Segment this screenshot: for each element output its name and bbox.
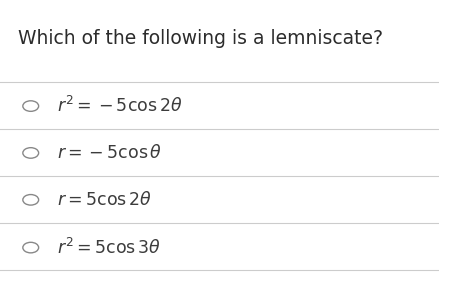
Text: $r^2 = -5\cos 2\theta$: $r^2 = -5\cos 2\theta$ (57, 96, 183, 116)
Text: $r^2 = 5\cos 3\theta$: $r^2 = 5\cos 3\theta$ (57, 238, 161, 258)
Text: $r = -5\cos \theta$: $r = -5\cos \theta$ (57, 144, 162, 162)
Text: Which of the following is a lemniscate?: Which of the following is a lemniscate? (18, 29, 383, 48)
Text: $r = 5\cos 2\theta$: $r = 5\cos 2\theta$ (57, 191, 152, 209)
